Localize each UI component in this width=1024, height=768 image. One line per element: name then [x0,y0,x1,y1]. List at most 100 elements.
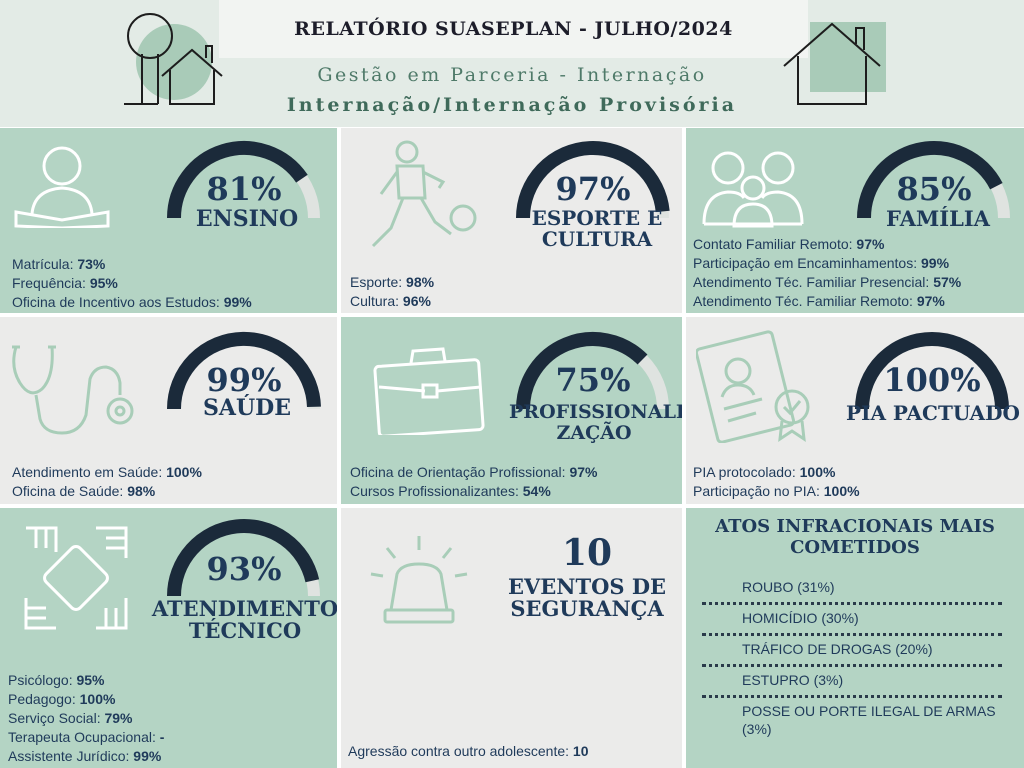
card-esporte-cultura: 97% Esporte e Cultura Esporte: 98% Cultur… [341,128,682,313]
item-row: Atendimento Téc. Familiar Remoto: 97% [693,292,961,311]
item-value: - [159,729,165,745]
item-value: 98% [406,274,435,290]
item-label: Oficina de Incentivo aos Estudos: [12,294,224,310]
family-icon [702,151,804,228]
item-row: Participação no PIA: 100% [693,482,860,501]
reading-person-icon [14,146,110,228]
card-atendimento-tecnico: 93% Atendimento Técnico Psicólogo: 95% Pe… [0,508,337,768]
item-row: Contato Familiar Remoto: 97% [693,235,961,254]
item-row: Assistente Jurídico: 99% [8,747,164,766]
item-label: Agressão contra outro adolescente: [348,743,573,759]
item-label: Atendimento em Saúde: [12,464,167,480]
item-label: Frequência: [12,275,90,291]
item-value: 100% [799,464,836,480]
atos-title: Atos infracionais mais cometidos [715,516,995,558]
ato-item: HOMICÍDIO (30%) [702,605,1002,636]
item-label: Terapeuta Ocupacional: [8,729,160,745]
card-ensino: 81% Ensino Matrícula: 73% Frequência: 95%… [0,128,337,313]
item-value: 79% [104,710,133,726]
stethoscope-icon [12,345,134,435]
familia-items: Contato Familiar Remoto: 97% Participação… [693,235,961,311]
gauge-fill [855,332,1009,410]
gauge-fill [516,140,670,219]
title-box: RELATÓRIO SUASEPLAN - JULHO/2024 [219,0,808,58]
item-value: 100% [166,464,202,480]
item-row: Terapeuta Ocupacional: - [8,728,164,747]
document-seal-icon [696,330,810,443]
esporte-label-2: Cultura [541,227,653,251]
item-label: PIA protocolado: [693,464,800,480]
saude-percent: 99% [206,361,282,399]
item-row: Serviço Social: 79% [8,709,164,728]
item-label: Oficina de Orientação Profissional: [350,464,570,480]
profissionalizacao-label-2: zação [556,422,632,444]
item-value: 95% [89,275,118,291]
ato-item: ESTUPRO (3%) [702,667,1002,698]
item-row: Oficina de Saúde: 98% [12,482,202,501]
gauge-fill [166,331,321,410]
item-label: Pedagogo: [8,691,80,707]
card-profissionalizacao: 75% Profissionali- zação Oficina de Orie… [341,317,682,504]
item-label: Atendimento Téc. Familiar Remoto: [693,293,917,309]
item-value: 57% [933,274,962,290]
ensino-gauge [167,140,320,219]
ato-item: ROUBO (31%) [702,574,1002,605]
item-row: Cultura: 96% [350,292,434,311]
house-icon [783,22,886,105]
item-value: 97% [569,464,598,480]
gauge-fill [516,332,648,410]
familia-label: Família [886,206,990,231]
item-row: PIA protocolado: 100% [693,463,860,482]
profissionalizacao-items: Oficina de Orientação Profissional: 97% C… [350,463,597,501]
item-row: Participação em Encaminhamentos: 99% [693,254,961,273]
atendimento-gauge [167,519,320,597]
atendimento-percent: 93% [206,550,282,588]
item-value: 54% [522,483,551,499]
item-value: 99% [921,255,950,271]
item-value: 99% [133,748,162,764]
item-value: 73% [77,256,106,272]
pia-items: PIA protocolado: 100% Participação no PIA… [693,463,860,501]
ensino-percent: 81% [206,170,282,208]
item-label: Oficina de Saúde: [12,483,128,499]
saude-label: Saúde [203,395,291,421]
card-atos-infracionais [686,508,1024,768]
seguranca-items: Agressão contra outro adolescente: 10 [348,742,589,761]
item-label: Esporte: [350,274,407,290]
ato-item: TRÁFICO DE DROGAS (20%) [702,636,1002,667]
gauge-fill [167,140,308,219]
atendimento-items: Psicólogo: 95% Pedagogo: 100% Serviço Soci… [8,671,164,766]
atendimento-label-1: Atendimento [151,596,337,621]
item-label: Matrícula: [12,256,78,272]
profissionalizacao-percent: 75% [555,361,631,399]
subtitle-internacao: Internação/Internação Provisória [286,94,738,116]
pia-label: PIA Pactuado [846,401,1020,425]
item-row: Esporte: 98% [350,273,434,292]
item-row: Pedagogo: 100% [8,690,164,709]
saude-items: Atendimento em Saúde: 100% Oficina de Saú… [12,463,202,501]
item-label: Assistente Jurídico: [8,748,134,764]
esporte-label-1: Esporte e [531,206,663,230]
item-value: 100% [79,691,116,707]
item-value: 99% [223,294,252,310]
esporte-percent: 97% [555,170,631,208]
item-row: Cursos Profissionalizantes: 54% [350,482,597,501]
item-value: 98% [127,483,156,499]
briefcase-icon [373,347,485,435]
card-pia: 100% PIA Pactuado PIA protocolado: 100% P… [686,317,1024,504]
card-eventos-seguranca: 10 Eventos de Segurança Agressão contra … [341,508,682,768]
item-label: Contato Familiar Remoto: [693,236,857,252]
item-value: 97% [856,236,885,252]
familia-gauge [857,141,1010,219]
item-label: Serviço Social: [8,710,105,726]
seguranca-label-2: Segurança [510,596,664,621]
seguranca-label-1: Eventos de [507,574,667,599]
atos-list: ROUBO (31%) HOMICÍDIO (30%) TRÁFICO DE DRO… [702,574,1002,744]
ato-item: POSSE OU PORTE ILEGAL DE ARMAS (3%) [742,703,996,737]
saude-gauge [166,331,321,410]
card-familia: 85% Família Contato Familiar Remoto: 97%… [686,128,1024,313]
gauge-fill [167,519,320,597]
item-value: 96% [402,293,431,309]
atendimento-label-2: Técnico [188,618,302,643]
item-value: 100% [823,483,860,499]
